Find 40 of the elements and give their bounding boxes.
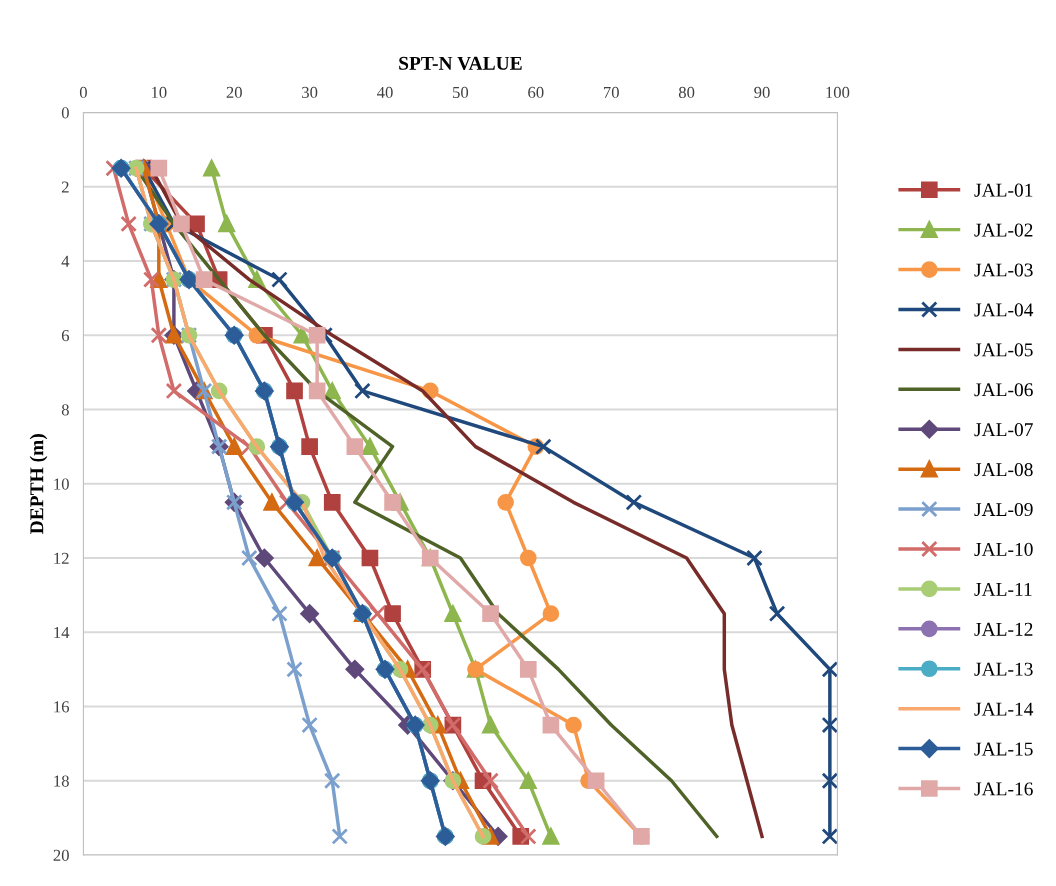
x-tick-label: 0 (79, 86, 87, 99)
x-tick-label: 90 (754, 86, 770, 99)
legend-label: JAL-07 (974, 423, 1033, 437)
legend-label: JAL-11 (974, 582, 1032, 596)
x-tick-label: 10 (151, 86, 167, 99)
legend-label: JAL-04 (974, 303, 1034, 317)
x-tick-label: 20 (226, 86, 242, 99)
y-tick-label: 8 (61, 404, 69, 416)
x-tick-label: 100 (826, 86, 850, 99)
legend-label: JAL-03 (974, 263, 1033, 277)
y-axis-title: DEPTH (m) (29, 434, 48, 534)
x-tick-label: 50 (453, 86, 469, 99)
x-tick-label: 80 (678, 86, 695, 99)
y-tick-label: 20 (53, 849, 69, 861)
legend-label: JAL-05 (974, 343, 1033, 357)
y-tick-label: 18 (54, 775, 69, 787)
x-tick-label: 30 (302, 86, 318, 99)
legend-label: JAL-08 (974, 463, 1033, 477)
legend-label: JAL-02 (974, 223, 1033, 237)
x-tick-label: 40 (377, 86, 393, 99)
legend-label: JAL-06 (974, 383, 1033, 397)
y-tick-label: 4 (61, 255, 70, 267)
y-tick-label: 2 (61, 181, 69, 193)
x-axis-title: SPT-N VALUE (399, 56, 522, 70)
x-tick-label: 60 (528, 86, 544, 99)
x-tick-label: 70 (603, 86, 619, 99)
legend-label: JAL-01 (974, 183, 1033, 197)
legend-label: JAL-14 (974, 702, 1034, 716)
y-tick-label: 6 (61, 330, 70, 342)
y-tick-label: 12 (54, 552, 69, 564)
legend-label: JAL-09 (974, 502, 1033, 517)
legend-label: JAL-13 (974, 662, 1033, 676)
y-tick-label: 0 (61, 107, 69, 119)
legend-label: JAL-15 (974, 742, 1033, 756)
legend-label: JAL-12 (974, 622, 1033, 636)
legend-label: JAL-10 (974, 542, 1033, 556)
legend-label: JAL-16 (974, 782, 1033, 796)
y-tick-label: 16 (54, 701, 70, 713)
y-tick-label: 14 (54, 627, 70, 639)
y-tick-label: 10 (54, 478, 69, 490)
